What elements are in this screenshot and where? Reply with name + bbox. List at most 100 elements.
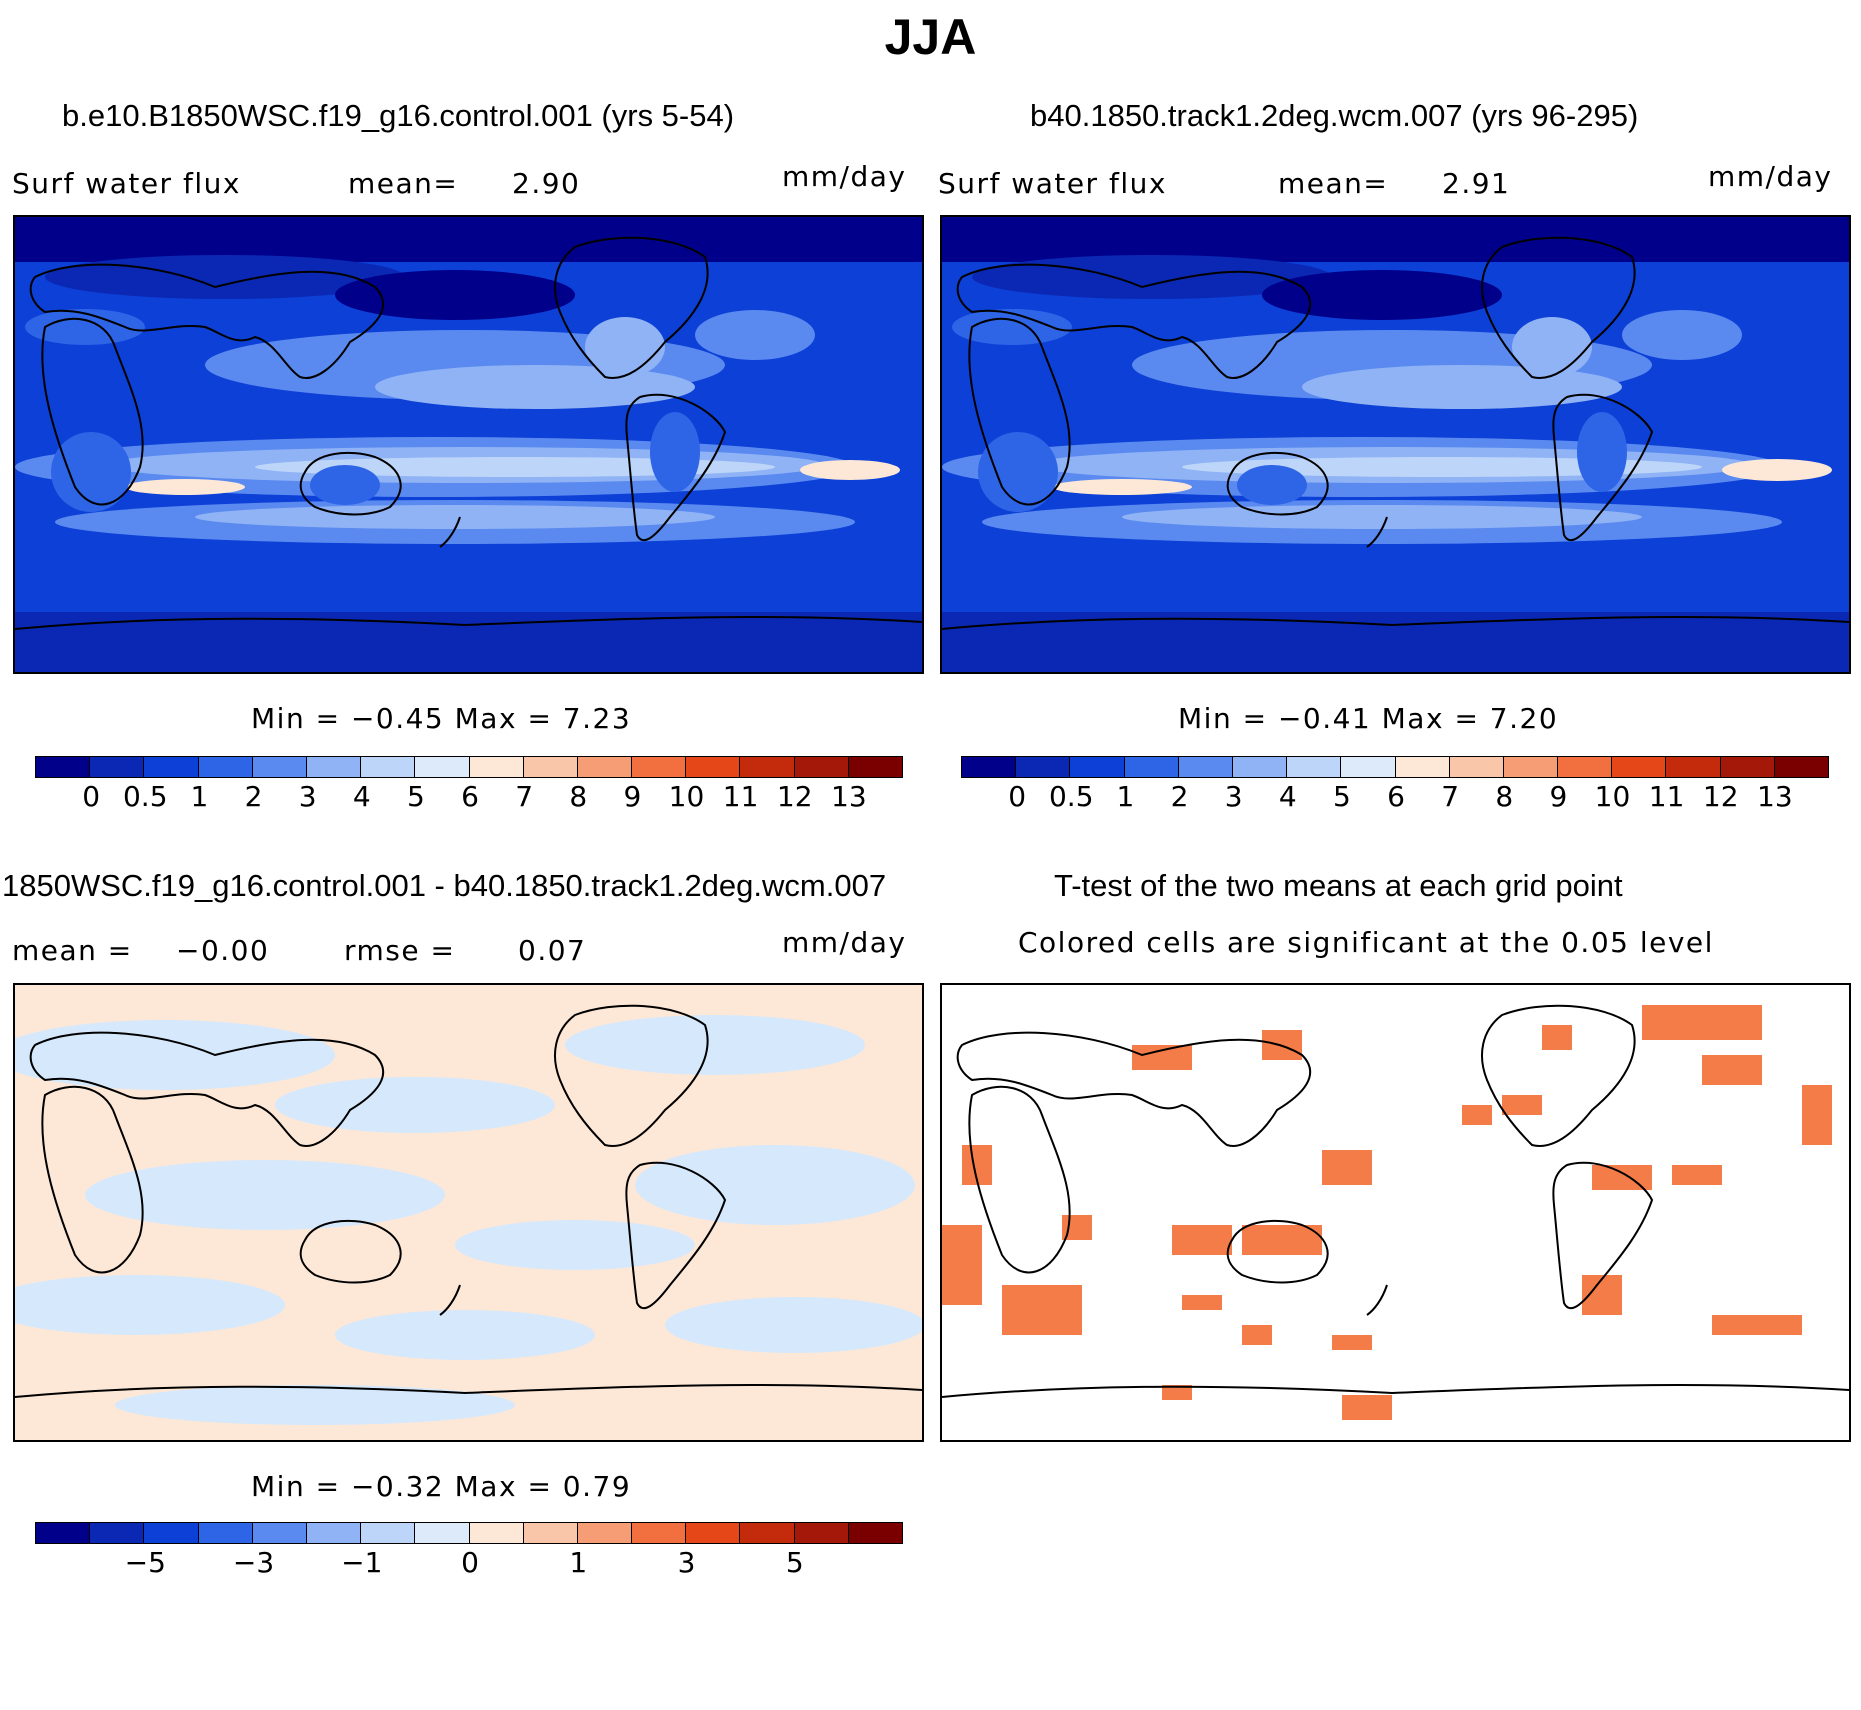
panel-1-colorbar-swatch bbox=[469, 757, 524, 777]
panel-1-mean-label: mean= bbox=[348, 167, 459, 200]
panel-3-colorbar-tick: −1 bbox=[341, 1546, 383, 1579]
panel-1-colorbar-tick: 0.5 bbox=[122, 780, 168, 813]
panel-3-title: 1850WSC.f19_g16.control.001 - b40.1850.t… bbox=[2, 868, 887, 903]
panel-1-colorbar-swatch bbox=[252, 757, 307, 777]
panel-1-mean-value: 2.90 bbox=[512, 167, 581, 200]
panel-2-colorbar-tick: 5 bbox=[1332, 780, 1351, 813]
panel-2-units: mm/day bbox=[1708, 160, 1833, 193]
panel-1-colorbar-swatch bbox=[198, 757, 253, 777]
panel-1-colorbar-swatch bbox=[523, 757, 578, 777]
panel-1-colorbar-tick: 0 bbox=[82, 780, 101, 813]
panel-2-min-max: Min = −0.41 Max = 7.20 bbox=[1178, 702, 1559, 735]
panel-2-mean-label: mean= bbox=[1278, 167, 1389, 200]
panel-3-mean-label: mean = bbox=[12, 934, 133, 967]
panel-3-colorbar-swatch bbox=[469, 1523, 524, 1543]
panel-2-colorbar-tick: 4 bbox=[1278, 780, 1297, 813]
panel-3-colorbar-swatch bbox=[198, 1523, 253, 1543]
panel-1-colorbar-swatch bbox=[632, 757, 687, 777]
panel-1-colorbar-tick: 4 bbox=[352, 780, 371, 813]
panel-3-colorbar-swatch bbox=[740, 1523, 795, 1543]
panel-1-colorbar-tick: 7 bbox=[515, 780, 534, 813]
panel-4-map bbox=[940, 983, 1851, 1442]
panel-1-colorbar-swatch bbox=[90, 757, 145, 777]
panel-3-colorbar-swatch bbox=[415, 1523, 470, 1543]
panel-1-map bbox=[13, 215, 924, 674]
panel-1-colorbar-tick: 2 bbox=[244, 780, 263, 813]
panel-4-subtitle: Colored cells are significant at the 0.0… bbox=[1018, 926, 1714, 959]
panel-2-map bbox=[940, 215, 1851, 674]
panel-2-colorbar-swatch bbox=[1666, 757, 1721, 777]
panel-3-colorbar-swatch bbox=[306, 1523, 362, 1543]
panel-3-colorbar-swatch bbox=[686, 1523, 741, 1543]
panel-2-colorbar-tick: 9 bbox=[1549, 780, 1568, 813]
panel-2-colorbar-tick: 2 bbox=[1170, 780, 1189, 813]
panel-2-colorbar-swatch bbox=[1124, 757, 1179, 777]
panel-1-colorbar-tick: 8 bbox=[569, 780, 588, 813]
panel-1-colorbar-tick: 10 bbox=[668, 780, 705, 813]
panel-2-variable-label: Surf water flux bbox=[938, 167, 1167, 200]
panel-1-colorbar-tick: 13 bbox=[831, 780, 867, 813]
panel-2-colorbar-swatch bbox=[1720, 757, 1775, 777]
panel-3-colorbar-tick: 0 bbox=[461, 1546, 479, 1579]
panel-3-map bbox=[13, 983, 924, 1442]
panel-2-mean-value: 2.91 bbox=[1442, 167, 1511, 200]
panel-2-colorbar-tick: 8 bbox=[1495, 780, 1514, 813]
panel-1-colorbar-tick: 1 bbox=[190, 780, 209, 813]
main-title: JJA bbox=[884, 9, 977, 65]
panel-2-colorbar-tick: 1 bbox=[1116, 780, 1135, 813]
panel-3-colorbar bbox=[35, 1522, 903, 1544]
panel-3-colorbar-swatch bbox=[848, 1523, 902, 1543]
panel-1-colorbar-swatch bbox=[686, 757, 741, 777]
panel-4-title: T-test of the two means at each grid poi… bbox=[1054, 868, 1623, 903]
panel-1-colorbar-swatch bbox=[361, 757, 416, 777]
panel-1-title: b.e10.B1850WSC.f19_g16.control.001 (yrs … bbox=[62, 98, 735, 133]
panel-3-min-max: Min = −0.32 Max = 0.79 bbox=[251, 1470, 632, 1503]
panel-3-rmse-value: 0.07 bbox=[518, 934, 587, 967]
panel-3-units: mm/day bbox=[782, 926, 907, 959]
panel-3-colorbar-swatch bbox=[577, 1523, 633, 1543]
panel-3-colorbar-swatch bbox=[252, 1523, 307, 1543]
panel-1-units: mm/day bbox=[782, 160, 907, 193]
panel-1-variable-label: Surf water flux bbox=[12, 167, 241, 200]
panel-2-colorbar-tick: 0.5 bbox=[1048, 780, 1094, 813]
panel-3-colorbar-tick: −5 bbox=[124, 1546, 166, 1579]
panel-3-colorbar-swatch bbox=[36, 1523, 91, 1543]
panel-2-colorbar-swatch bbox=[1232, 757, 1288, 777]
panel-2-colorbar-swatch bbox=[1395, 757, 1450, 777]
panel-2-colorbar-swatch bbox=[1503, 757, 1559, 777]
panel-2-colorbar-swatch bbox=[1774, 757, 1828, 777]
panel-3-colorbar-tick: −3 bbox=[232, 1546, 275, 1579]
panel-1-colorbar-tick: 12 bbox=[776, 780, 813, 813]
panel-1-colorbar-swatch bbox=[794, 757, 849, 777]
panel-1-colorbar-swatch bbox=[36, 757, 91, 777]
panel-2-colorbar-tick: 13 bbox=[1757, 780, 1793, 813]
panel-2-colorbar bbox=[961, 756, 1829, 778]
panel-2-colorbar-tick: 3 bbox=[1224, 780, 1243, 813]
panel-1-colorbar-tick: 6 bbox=[461, 780, 479, 813]
panel-1-colorbar-swatch bbox=[740, 757, 795, 777]
panel-3-rmse-label: rmse = bbox=[344, 934, 456, 967]
panel-1-colorbar-swatch bbox=[415, 757, 470, 777]
panel-2-colorbar-swatch bbox=[1612, 757, 1667, 777]
panel-3-colorbar-swatch bbox=[794, 1523, 849, 1543]
panel-1-colorbar-tick: 11 bbox=[722, 780, 759, 813]
panel-2-colorbar-swatch bbox=[1341, 757, 1396, 777]
panel-3-colorbar-tick: 1 bbox=[569, 1546, 588, 1579]
panel-1-colorbar-tick: 9 bbox=[623, 780, 642, 813]
panel-2-colorbar-swatch bbox=[962, 757, 1017, 777]
panel-2-colorbar-tick: 6 bbox=[1387, 780, 1405, 813]
panel-2-colorbar-tick: 12 bbox=[1702, 780, 1739, 813]
panel-1-colorbar-swatch bbox=[848, 757, 902, 777]
panel-2-colorbar-tick: 11 bbox=[1648, 780, 1685, 813]
panel-2-colorbar-tick: 7 bbox=[1441, 780, 1460, 813]
panel-2-colorbar-swatch bbox=[1558, 757, 1613, 777]
panel-3-mean-value: −0.00 bbox=[176, 934, 270, 967]
panel-3-colorbar-swatch bbox=[361, 1523, 416, 1543]
panel-3-colorbar-swatch bbox=[90, 1523, 145, 1543]
panel-2-colorbar-swatch bbox=[1178, 757, 1233, 777]
panel-1-min-max: Min = −0.45 Max = 7.23 bbox=[251, 702, 632, 735]
panel-3-colorbar-swatch bbox=[523, 1523, 578, 1543]
panel-1-colorbar-swatch bbox=[144, 757, 199, 777]
panel-3-colorbar-tick: 5 bbox=[785, 1546, 804, 1579]
panel-3-colorbar-swatch bbox=[144, 1523, 199, 1543]
